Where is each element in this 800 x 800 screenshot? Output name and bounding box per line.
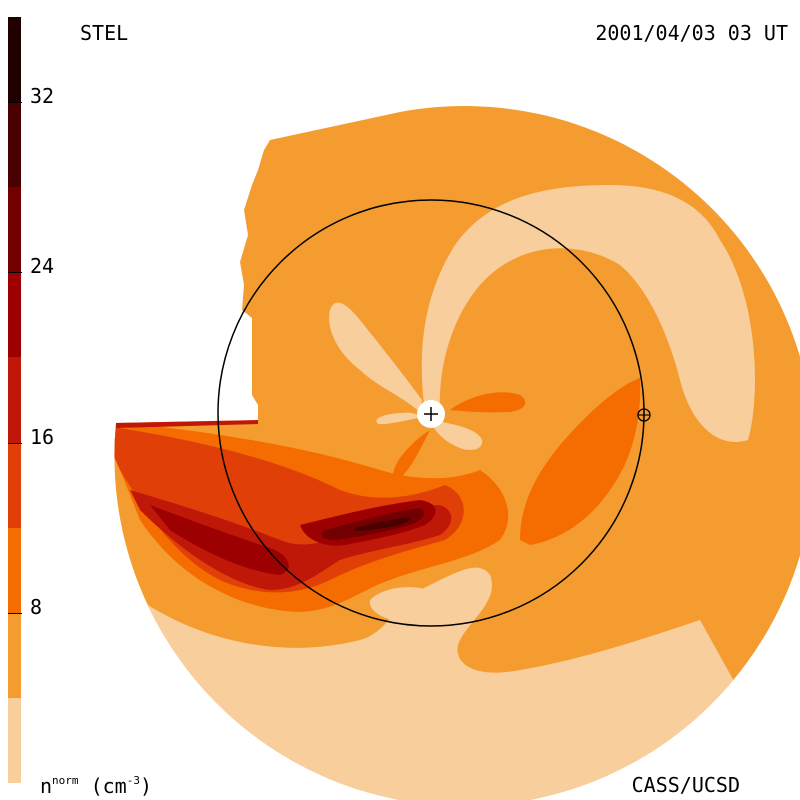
low-density-patch [369,587,447,624]
colorbar-segment [8,187,21,273]
low-density-arm-upper [421,185,755,442]
low-density-lobe-left [376,412,420,425]
colorbar-tick-mark [8,272,22,273]
colorbar-tick-label: 24 [30,254,55,278]
density-level-8-12-sunward [450,392,526,413]
unit-close: ) [139,774,153,798]
density-level-8-12-spur [393,430,430,479]
unit-superscript: -3 [126,774,140,787]
density-level-16-20 [130,490,452,590]
colorbar-segment [8,442,21,528]
colorbar-quantity-label: nnorm (cm-3) [40,775,152,796]
density-level-8-12-east [520,378,641,545]
low-density-lobe-west [329,302,422,412]
colorbar-tick-label: 8 [30,595,43,619]
colorbar-segment [8,102,21,188]
sun-marker [417,400,445,428]
timestamp-label: 2001/04/03 03 UT [595,21,788,45]
quantity-symbol: n [40,774,53,798]
unit-text: (cm [90,774,127,798]
low-density-lobe-south [432,420,483,450]
colorbar-tick-mark [8,102,22,103]
colorbar-segment [8,272,21,358]
density-level-20-24-west [150,505,289,575]
colorbar-segment [8,527,21,613]
density-level-28-32 [355,517,411,531]
colorbar-segment [8,697,21,783]
colorbar-tick-mark [8,613,22,614]
colorbar-segment [8,612,21,698]
colorbar-tick-mark [8,443,22,444]
colorbar-tick-label: 32 [30,84,55,108]
earth-marker [637,408,651,422]
colorbar-tick-label: 16 [30,425,55,449]
colorbar-segment [8,357,21,443]
credit-label: CASS/UCSD [631,773,740,797]
colorbar-segment [8,17,21,103]
quantity-superscript: norm [52,774,79,787]
instrument-label: STEL [80,21,129,45]
